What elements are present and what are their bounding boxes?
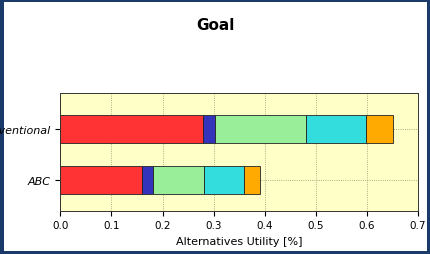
Bar: [365, 116, 392, 144]
Bar: [244, 166, 259, 194]
Bar: [214, 116, 305, 144]
Bar: [203, 116, 214, 144]
Bar: [305, 116, 365, 144]
X-axis label: Alternatives Utility [%]: Alternatives Utility [%]: [175, 236, 302, 246]
Bar: [142, 166, 153, 194]
Bar: [60, 116, 203, 144]
Bar: [204, 166, 244, 194]
Bar: [60, 166, 142, 194]
Bar: [153, 166, 204, 194]
Text: Goal: Goal: [196, 18, 234, 33]
